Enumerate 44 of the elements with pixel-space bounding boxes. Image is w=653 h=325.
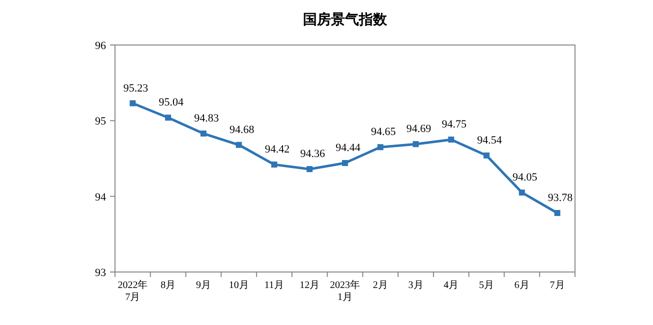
data-label: 93.78	[548, 192, 574, 204]
x-tick-label: 2月	[372, 280, 388, 291]
data-label: 94.68	[229, 124, 255, 136]
point	[554, 210, 560, 216]
data-label: 94.54	[477, 134, 502, 146]
point	[377, 144, 384, 150]
point	[448, 136, 454, 143]
data-label: 94.44	[336, 142, 361, 154]
point	[130, 100, 136, 106]
x-tick-label: 2022年 7月	[118, 279, 148, 303]
x-tick-label: 12月	[300, 280, 320, 291]
point	[200, 130, 206, 137]
point	[165, 114, 172, 121]
data-label: 94.65	[371, 126, 396, 138]
point	[484, 152, 490, 158]
x-tick-label: 10月	[228, 280, 249, 291]
x-tick-label: 5月	[479, 280, 494, 291]
y-tick-label: 94	[95, 191, 106, 204]
x-tick-label: 6月	[514, 280, 530, 291]
data-label: 94.83	[194, 112, 220, 125]
point	[342, 160, 348, 166]
point	[518, 190, 525, 196]
data-label: 95.04	[158, 96, 184, 109]
point	[236, 142, 242, 148]
chart-title: 国房景气指数	[303, 11, 388, 27]
data-label: 94.42	[264, 144, 290, 156]
y-tick-label: 95	[95, 116, 106, 128]
x-tick-label: 3月	[408, 280, 424, 291]
data-label: 94.75	[442, 118, 468, 131]
data-label: 94.36	[300, 148, 326, 160]
point	[271, 162, 278, 168]
data-label: 94.69	[406, 123, 432, 136]
x-tick-label: 2023年 1月	[330, 279, 360, 303]
y-tick-label: 93	[95, 267, 106, 279]
x-tick-label: 7月	[550, 280, 565, 291]
data-label: 94.05	[512, 172, 538, 184]
point	[412, 141, 419, 148]
x-tick-label: 8月	[160, 280, 176, 291]
y-tick-label: 96	[95, 40, 106, 52]
x-tick-label: 11月	[264, 280, 284, 291]
x-tick-label: 4月	[444, 280, 459, 291]
point	[306, 166, 313, 172]
x-tick-label: 9月	[196, 280, 211, 291]
data-label: 95.23	[123, 82, 149, 94]
